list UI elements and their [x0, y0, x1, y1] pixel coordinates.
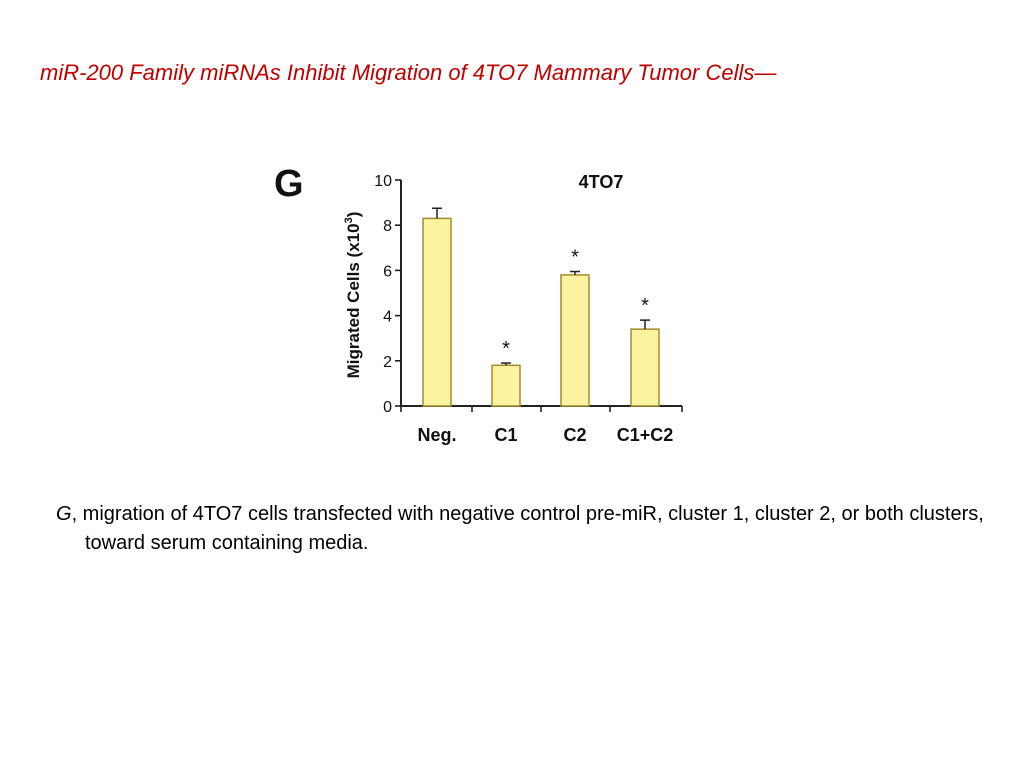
slide-title: miR-200 Family miRNAs Inhibit Migration … — [40, 60, 777, 85]
panel-label: G — [274, 163, 304, 205]
y-tick-label: 6 — [383, 263, 392, 280]
significance-star: * — [571, 247, 579, 269]
y-tick-label: 4 — [383, 309, 392, 326]
x-tick-label: Neg. — [417, 425, 456, 445]
y-tick-label: 2 — [383, 354, 392, 371]
significance-star: * — [641, 295, 649, 317]
chart-title: 4TO7 — [579, 172, 624, 192]
caption-text: , migration of 4TO7 cells transfected wi… — [71, 503, 984, 554]
bar — [630, 328, 660, 407]
y-tick-label: 10 — [374, 173, 392, 190]
bar-chart: G 4TO7 Migrated Cells (x103) 0 2 4 6 8 10 Neg. * C1… — [274, 163, 683, 445]
significance-star: * — [502, 338, 510, 360]
y-axis-label: Migrated Cells (x103) — [343, 212, 363, 379]
x-tick-label: C1 — [494, 425, 517, 445]
x-tick-label: C1+C2 — [617, 425, 674, 445]
caption-panel-letter: G — [56, 503, 72, 525]
y-tick-label: 8 — [383, 218, 392, 235]
x-tick-label: C2 — [563, 425, 586, 445]
bar — [491, 364, 521, 407]
bar — [560, 274, 590, 407]
bar-chart-figure: G 4TO7 Migrated Cells (x103) 0 2 4 6 8 10 Neg. * C1… — [262, 148, 722, 468]
bar — [422, 217, 452, 407]
figure-caption: G, migration of 4TO7 cells transfected w… — [56, 500, 985, 558]
y-tick-label: 0 — [383, 399, 392, 416]
